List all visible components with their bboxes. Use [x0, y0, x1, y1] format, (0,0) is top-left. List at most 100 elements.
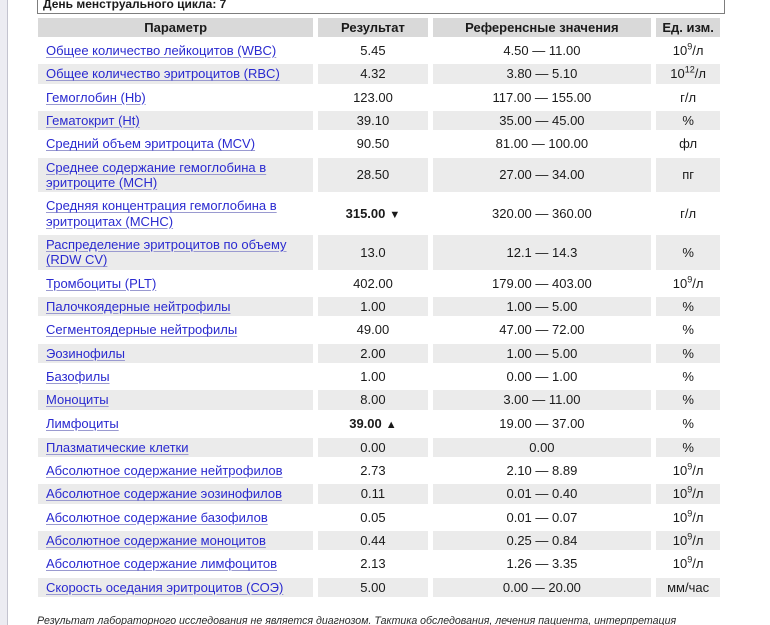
result-cell: 123.00 [318, 87, 428, 107]
unit-cell: 109/л [656, 273, 720, 293]
parameter-link[interactable]: Палочкоядерные нейтрофилы [46, 298, 231, 314]
parameter-link[interactable]: Абсолютное содержание эозинофилов [46, 486, 282, 502]
parameter-link[interactable]: Средняя концентрация гемоглобина в эритр… [46, 198, 277, 229]
parameter-link[interactable]: Гематокрит (Ht) [46, 112, 140, 128]
result-cell: 4.32 [318, 64, 428, 84]
result-cell: 5.45 [318, 41, 428, 61]
result-cell: 2.73 [318, 460, 428, 481]
reference-cell: 81.00 — 100.00 [432, 134, 652, 154]
result-cell: 2.13 [318, 554, 428, 574]
result-cell: 90.50 [318, 134, 428, 154]
result-cell: 39.00 ▲ [318, 413, 428, 434]
parameter-cell: Абсолютное содержание базофилов [38, 507, 314, 527]
parameter-cell: Средняя концентрация гемоглобина в эритр… [38, 196, 314, 231]
parameter-cell: Плазматические клетки [38, 437, 314, 457]
unit-cell: г/л [656, 87, 720, 107]
parameter-link[interactable]: Абсолютное содержание базофилов [46, 509, 268, 525]
table-row: Базофилы 1.00 0.00 — 1.00% [38, 366, 720, 387]
result-cell: 0.11 [318, 484, 428, 504]
parameter-cell: Абсолютное содержание лимфоцитов [38, 554, 314, 574]
parameter-cell: Сегментоядерные нейтрофилы [38, 320, 314, 340]
result-cell: 39.10 [318, 110, 428, 131]
parameter-link[interactable]: Абсолютное содержание лимфоцитов [46, 556, 278, 572]
table-row: Абсолютное содержание нейтрофилов 2.73 2.1… [38, 460, 720, 481]
result-cell: 1.00 [318, 296, 428, 317]
result-cell: 0.00 [318, 437, 428, 457]
result-cell: 0.44 [318, 530, 428, 551]
parameter-cell: Абсолютное содержание эозинофилов [38, 484, 314, 504]
table-header-row: Параметр Результат Референсные значения … [38, 18, 720, 37]
disclaimer-text: Результат лабораторного исследования не … [37, 614, 677, 625]
parameter-link[interactable]: Сегментоядерные нейтрофилы [46, 322, 238, 338]
lab-results-table: Параметр Результат Референсные значения … [33, 14, 725, 601]
parameter-link[interactable]: Абсолютное содержание моноцитов [46, 532, 266, 548]
unit-cell: 109/л [656, 460, 720, 481]
parameter-link[interactable]: Плазматические клетки [46, 439, 189, 455]
table-row: Общее количество лейкоцитов (WBC) 5.45 4.5… [38, 41, 720, 61]
table-row: Палочкоядерные нейтрофилы 1.00 1.00 — 5.00… [38, 296, 720, 317]
result-cell: 13.0 [318, 234, 428, 270]
parameter-cell: Общее количество эритроцитов (RBC) [38, 64, 314, 84]
column-header-reference: Референсные значения [432, 18, 652, 37]
reference-cell: 47.00 — 72.00 [432, 320, 652, 340]
table-row: Абсолютное содержание моноцитов 0.44 0.25 … [38, 530, 720, 551]
result-cell: 5.00 [318, 577, 428, 597]
parameter-cell: Гемоглобин (Hb) [38, 87, 314, 107]
parameter-link[interactable]: Распределение эритроцитов по объему (RDW… [46, 236, 287, 268]
reference-cell: 0.00 — 1.00 [432, 366, 652, 387]
unit-cell: 109/л [656, 507, 720, 527]
unit-cell: г/л [656, 196, 720, 231]
parameter-link[interactable]: Лимфоциты [46, 415, 119, 431]
unit-cell: 109/л [656, 554, 720, 574]
reference-cell: 0.01 — 0.40 [432, 484, 652, 504]
parameter-link[interactable]: Моноциты [46, 392, 109, 408]
column-header-unit: Ед. изм. [656, 18, 720, 37]
results-tbody: Общее количество лейкоцитов (WBC) 5.45 4.5… [38, 41, 720, 597]
reference-cell: 35.00 — 45.00 [432, 110, 652, 131]
parameter-link[interactable]: Абсолютное содержание нейтрофилов [46, 462, 283, 478]
parameter-link[interactable]: Скорость оседания эритроцитов (СОЭ) [46, 579, 284, 595]
reference-cell: 320.00 — 360.00 [432, 196, 652, 231]
result-cell: 8.00 [318, 390, 428, 410]
unit-cell: % [656, 296, 720, 317]
result-value: 315.00 [345, 205, 386, 221]
parameter-link[interactable]: Тромбоциты (PLT) [46, 275, 157, 291]
unit-cell: % [656, 320, 720, 340]
reference-cell: 12.1 — 14.3 [432, 234, 652, 270]
parameter-link[interactable]: Общее количество лейкоцитов (WBC) [46, 43, 277, 58]
column-header-parameter: Параметр [38, 18, 314, 37]
parameter-cell: Тромбоциты (PLT) [38, 273, 314, 293]
reference-cell: 3.80 — 5.10 [432, 64, 652, 84]
parameter-link[interactable]: Общее количество эритроцитов (RBC) [46, 66, 280, 82]
parameter-link[interactable]: Гемоглобин (Hb) [46, 89, 146, 105]
reference-cell: 117.00 — 155.00 [432, 87, 652, 107]
result-cell: 49.00 [318, 320, 428, 340]
table-row: Средний объем эритроцита (MCV) 90.50 81.00… [38, 134, 720, 154]
parameter-cell: Базофилы [38, 366, 314, 387]
parameter-cell: Скорость оседания эритроцитов (СОЭ) [38, 577, 314, 597]
reference-cell: 0.00 [432, 437, 652, 457]
parameter-link[interactable]: Среднее содержание гемоглобина в эритроц… [46, 159, 267, 190]
reference-cell: 179.00 — 403.00 [432, 273, 652, 293]
reference-cell: 0.01 — 0.07 [432, 507, 652, 527]
parameter-link[interactable]: Эозинофилы [46, 345, 125, 361]
result-cell: 1.00 [318, 366, 428, 387]
column-header-result: Результат [318, 18, 428, 37]
parameter-cell: Среднее содержание гемоглобина в эритроц… [38, 157, 314, 193]
table-row: Гемоглобин (Hb) 123.00 117.00 — 155.00 г/л [38, 87, 720, 107]
parameter-cell: Распределение эритроцитов по объему (RDW… [38, 234, 314, 270]
reference-cell: 4.50 — 11.00 [432, 41, 652, 61]
parameter-link[interactable]: Базофилы [46, 368, 110, 384]
parameter-cell: Абсолютное содержание нейтрофилов [38, 460, 314, 481]
table-row: Моноциты 8.00 3.00 — 11.00% [38, 390, 720, 410]
reference-cell: 2.10 — 8.89 [432, 460, 652, 481]
table-row: Лимфоциты 39.00 ▲ 19.00 — 37.00% [38, 413, 720, 434]
result-cell: 0.05 [318, 507, 428, 527]
unit-cell: % [656, 390, 720, 410]
reference-cell: 1.00 — 5.00 [432, 343, 652, 363]
reference-cell: 1.26 — 3.35 [432, 554, 652, 574]
table-row: Абсолютное содержание базофилов 0.05 0.01 … [38, 507, 720, 527]
reference-cell: 27.00 — 34.00 [432, 157, 652, 193]
parameter-link[interactable]: Средний объем эритроцита (MCV) [46, 136, 256, 152]
parameter-cell: Общее количество лейкоцитов (WBC) [38, 41, 314, 61]
